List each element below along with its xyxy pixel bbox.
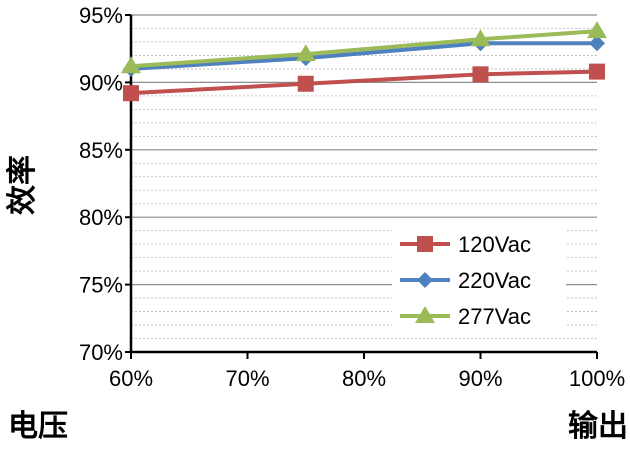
legend-label-220vac: 220Vac bbox=[458, 268, 531, 293]
x-axis-label-left-partial: 电压 bbox=[8, 410, 68, 443]
x-tick-label: 60% bbox=[109, 366, 153, 391]
series-line-120vac bbox=[130, 69, 598, 96]
data-point-220vac bbox=[589, 35, 605, 52]
x-tick-label: 70% bbox=[225, 366, 269, 391]
data-point-277vac bbox=[587, 21, 607, 39]
data-point-120vac bbox=[589, 63, 605, 80]
series-line-220vac bbox=[130, 41, 597, 71]
legend-label-277vac: 277Vac bbox=[458, 304, 531, 329]
x-tick-label: 90% bbox=[458, 366, 502, 391]
legend-marker-277vac bbox=[415, 306, 435, 323]
y-tick-label: 90% bbox=[79, 70, 123, 95]
data-point-277vac bbox=[121, 56, 141, 74]
x-tick-label: 80% bbox=[342, 366, 386, 391]
data-point-120vac bbox=[123, 85, 139, 102]
data-point-277vac bbox=[295, 44, 316, 62]
x-tick-label: 100% bbox=[569, 366, 625, 391]
y-axis-label: 效率 bbox=[6, 155, 39, 215]
series-layer bbox=[121, 21, 607, 102]
legend: 120Vac 220Vac 277Vac bbox=[392, 222, 566, 338]
x-axis-label: 输出 bbox=[568, 410, 628, 443]
y-tick-label: 75% bbox=[79, 273, 123, 298]
data-point-120vac bbox=[472, 66, 489, 83]
y-tick-label: 70% bbox=[79, 340, 123, 365]
legend-marker-120vac bbox=[417, 236, 433, 252]
legend-label-120vac: 120Vac bbox=[458, 232, 531, 257]
axis-layer: 70%75%80%85%90%95%60% 70% 80% 90% 100% bbox=[79, 3, 625, 391]
y-tick-label: 95% bbox=[79, 3, 123, 28]
y-tick-label: 80% bbox=[79, 205, 123, 230]
legend-marker-220vac bbox=[417, 272, 433, 288]
data-point-277vac bbox=[470, 29, 491, 47]
data-point-120vac bbox=[297, 75, 314, 92]
y-tick-label: 85% bbox=[79, 138, 123, 163]
series-line-277vac bbox=[130, 29, 598, 69]
